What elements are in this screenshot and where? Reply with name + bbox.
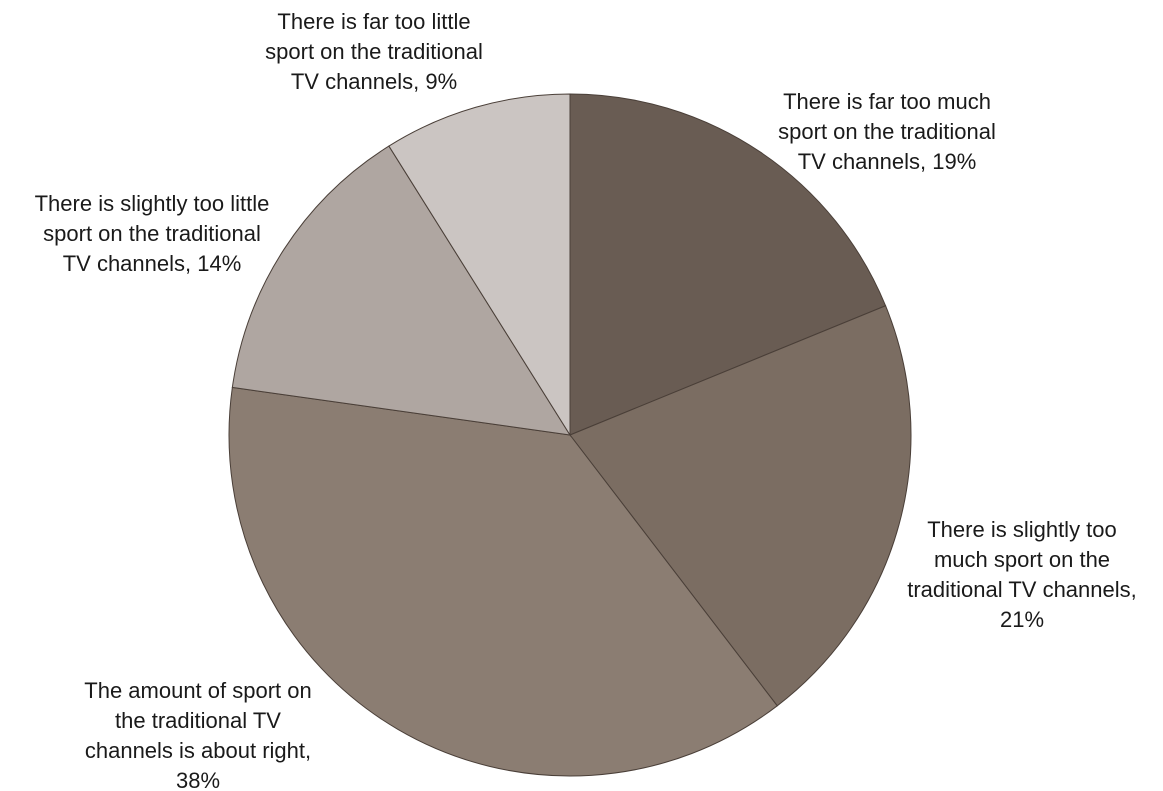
pie-slice-label-3: The amount of sport on the traditional TV… [84, 678, 311, 791]
pie-slice-label-line: There is slightly too little [35, 191, 270, 216]
pie-slice-label-line: sport on the traditional [43, 221, 261, 246]
pie-labels: There is far too much sport on the tradit… [35, 9, 1137, 791]
pie-slice-label-line: There is far too much [783, 89, 991, 114]
pie-slice-label-line: 38% [176, 768, 220, 791]
pie-slice-label-5: There is far too little sport on the trad… [265, 9, 483, 94]
pie-slice-label-line: TV channels, 19% [798, 149, 977, 174]
pie-slice-label-line: The amount of sport on [84, 678, 311, 703]
pie-slice-label-line: 21% [1000, 607, 1044, 632]
pie-slice-label-line: sport on the traditional [265, 39, 483, 64]
pie-slices [228, 93, 912, 777]
pie-slice-label-line: TV channels, 14% [63, 251, 242, 276]
pie-slice-label-line: TV channels, 9% [291, 69, 457, 94]
pie-slice-label-4: There is slightly too little sport on the… [35, 191, 270, 276]
pie-slice-label-line: channels is about right, [85, 738, 311, 763]
pie-slice-2 [569, 305, 912, 707]
pie-slice-label-2: There is slightly too much sport on the tr… [907, 517, 1137, 632]
pie-slice-label-line: traditional TV channels, [907, 577, 1137, 602]
pie-slice-label-line: There is slightly too [927, 517, 1117, 542]
pie-slice-4 [231, 145, 571, 436]
pie-slice-label-line: sport on the traditional [778, 119, 996, 144]
pie-slice-label-line: There is far too little [277, 9, 470, 34]
pie-slice-label-line: much sport on the [934, 547, 1110, 572]
pie-slice-label-1: There is far too much sport on the tradit… [778, 89, 996, 174]
pie-slice-label-line: the traditional TV [115, 708, 281, 733]
pie-slice-3 [228, 386, 778, 777]
pie-slice-1 [569, 93, 887, 436]
pie-slice-5 [388, 93, 571, 437]
